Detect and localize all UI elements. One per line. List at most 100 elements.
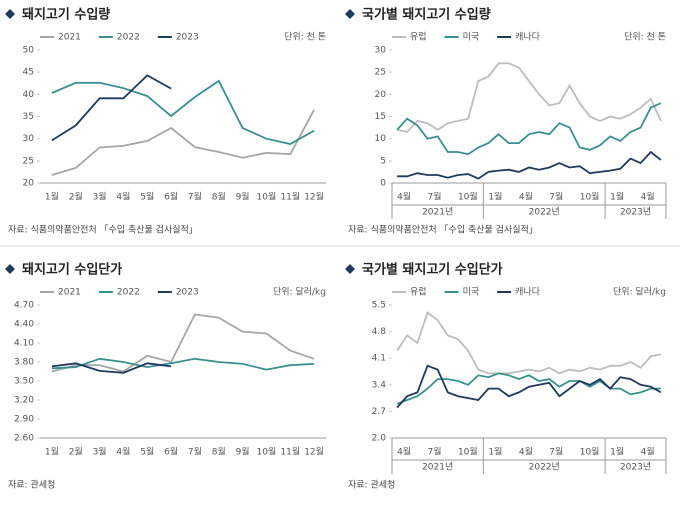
y-tick-label: 30 bbox=[375, 46, 387, 56]
x-tick-label: 12월 bbox=[304, 191, 324, 203]
y-tick-label: 0 bbox=[380, 179, 386, 189]
source-note: 자료: 관세청 bbox=[348, 480, 395, 491]
y-tick-label: 3.4 bbox=[372, 380, 387, 390]
series-line bbox=[396, 311, 662, 375]
chart-title: 돼지고기 수입단가 bbox=[22, 262, 122, 278]
title-marker bbox=[5, 9, 15, 19]
x-tick-label: 1월 bbox=[610, 191, 624, 203]
year-label: 2023년 bbox=[620, 462, 651, 473]
y-tick-label: 20 bbox=[375, 90, 387, 100]
x-tick-label: 10월 bbox=[257, 446, 277, 458]
x-tick-label: 4월 bbox=[116, 191, 130, 203]
x-tick-label: 10월 bbox=[580, 446, 600, 458]
x-tick-label: 7월 bbox=[549, 446, 563, 458]
y-tick-label: 4.1 bbox=[372, 354, 386, 364]
x-tick-label: 12월 bbox=[304, 446, 324, 458]
x-tick-label: 11월 bbox=[280, 191, 300, 203]
y-tick-label: 2.7 bbox=[372, 407, 386, 417]
x-tick-label: 1월 bbox=[45, 191, 59, 203]
unit-label: 단위: 천 톤 bbox=[624, 32, 666, 43]
x-tick-label: 4월 bbox=[641, 446, 655, 458]
y-tick-label: 4.8 bbox=[372, 327, 387, 337]
series-line bbox=[397, 150, 662, 180]
x-tick-label: 5월 bbox=[140, 191, 154, 203]
x-tick-label: 10월 bbox=[257, 191, 277, 203]
y-tick-label: 3.80 bbox=[14, 358, 34, 368]
legend-label: 2023 bbox=[176, 33, 199, 43]
x-tick-label: 8월 bbox=[212, 446, 226, 458]
legend-label: 미국 bbox=[463, 287, 480, 298]
year-label: 2022년 bbox=[529, 462, 560, 473]
y-tick-label: 20 bbox=[23, 179, 35, 189]
x-tick-label: 7월 bbox=[188, 446, 202, 458]
x-tick-label: 4월 bbox=[116, 446, 130, 458]
unit-label: 단위: 천 톤 bbox=[284, 32, 326, 43]
y-tick-label: 3.50 bbox=[14, 377, 34, 387]
chart-title: 국가별 돼지고기 수입단가 bbox=[362, 262, 503, 278]
x-tick-label: 8월 bbox=[212, 191, 226, 203]
source-note: 자료: 관세청 bbox=[8, 480, 55, 491]
x-tick-label: 4월 bbox=[397, 446, 411, 458]
title-marker bbox=[345, 264, 355, 274]
y-tick-label: 45 bbox=[23, 68, 34, 78]
series-line bbox=[51, 362, 172, 374]
series-line bbox=[51, 313, 315, 373]
title-marker bbox=[345, 9, 355, 19]
y-tick-label: 10 bbox=[375, 134, 387, 144]
x-tick-label: 3월 bbox=[93, 446, 107, 458]
source-note: 자료: 식품의약품안전처 「수입 축산물 검사실적」 bbox=[348, 224, 538, 236]
y-tick-label: 35 bbox=[23, 112, 34, 122]
x-tick-label: 2월 bbox=[69, 191, 83, 203]
title-marker bbox=[5, 264, 15, 274]
y-tick-label: 2.0 bbox=[372, 434, 387, 444]
x-tick-label: 4월 bbox=[519, 446, 533, 458]
x-tick-label: 10월 bbox=[458, 446, 478, 458]
year-label: 2021년 bbox=[422, 207, 453, 218]
x-tick-label: 2월 bbox=[69, 446, 83, 458]
year-label: 2023년 bbox=[620, 207, 651, 218]
y-tick-label: 5.5 bbox=[372, 301, 386, 311]
series-line bbox=[396, 102, 662, 156]
y-tick-label: 40 bbox=[23, 90, 35, 100]
x-tick-label: 4월 bbox=[397, 191, 411, 203]
year-label: 2021년 bbox=[422, 462, 453, 473]
legend-label: 2022 bbox=[117, 288, 140, 298]
y-tick-label: 2.60 bbox=[14, 434, 34, 444]
x-tick-label: 7월 bbox=[549, 191, 563, 203]
x-tick-label: 10월 bbox=[458, 191, 478, 203]
y-tick-label: 4.40 bbox=[14, 320, 34, 330]
y-tick-label: 2.90 bbox=[14, 415, 34, 425]
legend-label: 미국 bbox=[463, 32, 480, 43]
x-tick-label: 1월 bbox=[45, 446, 59, 458]
y-tick-label: 25 bbox=[23, 156, 34, 166]
x-tick-label: 9월 bbox=[236, 446, 250, 458]
legend-label: 2023 bbox=[176, 288, 199, 298]
x-tick-label: 7월 bbox=[428, 191, 442, 203]
legend-label: 2021 bbox=[58, 288, 81, 298]
y-tick-label: 30 bbox=[23, 134, 35, 144]
unit-label: 단위: 달러/kg bbox=[273, 286, 326, 298]
y-tick-label: 3.20 bbox=[14, 396, 34, 406]
series-line bbox=[51, 79, 315, 145]
x-tick-label: 9월 bbox=[236, 191, 250, 203]
series-line bbox=[51, 109, 315, 176]
year-label: 2022년 bbox=[529, 207, 560, 218]
x-tick-label: 4월 bbox=[641, 191, 655, 203]
legend-label: 캐나다 bbox=[515, 287, 541, 298]
unit-label: 단위: 달러/kg bbox=[613, 286, 666, 298]
x-tick-label: 4월 bbox=[519, 191, 533, 203]
series-line bbox=[396, 62, 662, 133]
x-tick-label: 6월 bbox=[164, 446, 178, 458]
x-tick-label: 10월 bbox=[580, 191, 600, 203]
series-line bbox=[51, 357, 315, 371]
legend-label: 유럽 bbox=[410, 287, 427, 298]
y-tick-label: 25 bbox=[375, 68, 386, 78]
x-tick-label: 1월 bbox=[610, 446, 624, 458]
x-tick-label: 7월 bbox=[428, 446, 442, 458]
legend-label: 2022 bbox=[117, 33, 140, 43]
x-tick-label: 6월 bbox=[164, 191, 178, 203]
series-line bbox=[396, 364, 662, 409]
legend-label: 캐나다 bbox=[515, 32, 541, 43]
y-tick-label: 5 bbox=[380, 156, 386, 166]
